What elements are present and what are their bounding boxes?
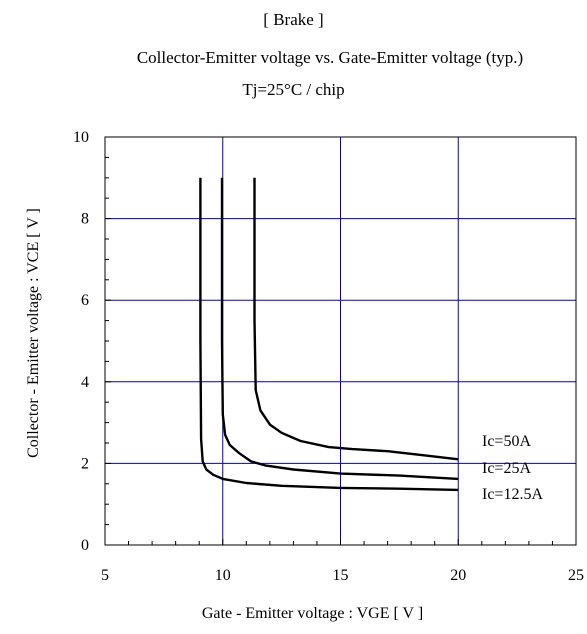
series-label-2: Ic=25A: [482, 460, 531, 477]
y-tick-label: 0: [81, 537, 89, 554]
x-tick-label: 10: [215, 567, 231, 584]
x-axis-label: Gate - Emitter voltage : VGE [ V ]: [202, 605, 423, 622]
series-label-1: Ic=50A: [482, 433, 531, 450]
y-tick-label: 4: [81, 374, 89, 391]
x-tick-label: 20: [450, 567, 466, 584]
x-tick-label: 25: [568, 567, 584, 584]
series-line-2: [220, 177, 459, 481]
y-tick-label: 8: [81, 211, 89, 228]
series-label-3: Ic=12.5A: [482, 486, 543, 503]
series-group: [199, 177, 459, 492]
axis-ticks: [104, 136, 577, 546]
chart-subtitle: Collector-Emitter voltage vs. Gate-Emitt…: [136, 48, 524, 67]
y-tick-label: 10: [73, 129, 89, 146]
series-line-3: [199, 177, 459, 492]
series-labels: Ic=50A Ic=25A Ic=12.5A: [482, 433, 543, 503]
x-tick-label: 5: [101, 567, 109, 584]
series-line-1: [253, 177, 459, 461]
grid-lines: [105, 137, 576, 545]
y-tick-label: 6: [81, 292, 89, 309]
chart-title: [ Brake ]: [263, 10, 324, 29]
x-tick-label: 15: [333, 567, 349, 584]
tick-labels: 5 10 15 20 25 0 2 4 6 8 10: [73, 129, 584, 584]
y-tick-label: 2: [81, 455, 89, 472]
y-axis-label: Collector - Emitter voltage : VCE [ V ]: [25, 208, 42, 458]
chart-condition: Tj=25°C / chip: [242, 80, 345, 99]
